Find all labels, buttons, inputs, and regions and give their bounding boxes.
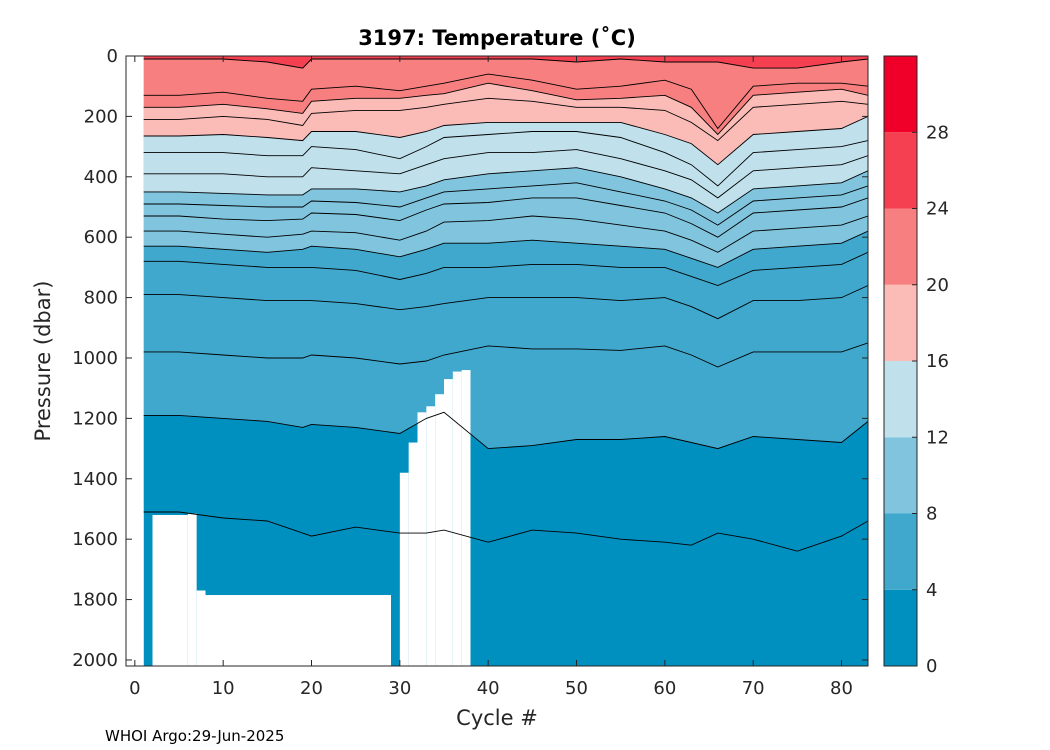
- colorbar-band: [884, 284, 917, 361]
- gap-cycle-6: [187, 513, 197, 666]
- y-tick-label: 600: [84, 227, 118, 248]
- y-tick-label: 1400: [72, 469, 118, 490]
- band-9-10: [143, 197, 868, 253]
- band-6-7: [143, 252, 868, 319]
- isotherm-16: [143, 115, 868, 166]
- isotherm-18: [143, 97, 868, 142]
- plot-area: [126, 56, 868, 666]
- y-tick-label: 800: [84, 288, 118, 309]
- y-axis-label: Pressure (dbar): [31, 281, 55, 442]
- colorbar-band: [884, 132, 917, 209]
- band-13-14: [143, 131, 868, 198]
- colorbar-tick-label: 16: [926, 351, 949, 372]
- band-5-6: [143, 285, 868, 367]
- colorbar-tick-label: 4: [926, 580, 937, 601]
- gap-cycle-35: [444, 379, 453, 666]
- y-tick-label: 200: [84, 106, 118, 127]
- isotherm-4: [143, 411, 868, 450]
- chart-title: 3197: Temperature (˚C): [358, 26, 636, 50]
- gap-cycle-8: [205, 595, 391, 666]
- y-tick-label: 1200: [72, 408, 118, 429]
- colorbar-tick-label: 20: [926, 275, 949, 296]
- gap-cycle-37: [461, 370, 471, 666]
- y-tick-label: 400: [84, 167, 118, 188]
- gap-cycle-32: [417, 412, 427, 666]
- isotherm-14: [143, 131, 868, 187]
- band-11-12: [143, 167, 868, 226]
- colorbar-band: [884, 56, 917, 133]
- gap-cycle-34: [435, 394, 444, 666]
- gap-cycle-7: [196, 590, 206, 666]
- isotherm-20: [143, 82, 868, 136]
- isotherm-8: [143, 230, 868, 268]
- gap-cycle-33: [426, 406, 436, 666]
- x-tick-label: 40: [477, 678, 500, 699]
- band-14-16: [143, 116, 868, 186]
- colorbar-tick-label: 8: [926, 504, 937, 525]
- isotherm-22: [143, 73, 868, 130]
- isotherm-7: [143, 251, 868, 286]
- colorbar-band: [884, 361, 917, 438]
- y-tick-label: 0: [107, 46, 118, 67]
- x-axis: 0 10 20 30 40 50 60 70 80: [129, 56, 853, 699]
- x-tick-label: 20: [300, 678, 323, 699]
- isotherm-lines: [143, 58, 868, 552]
- band-3-4: [143, 412, 868, 552]
- x-tick-label: 10: [212, 678, 235, 699]
- y-axis: 0 200 400 600 800 1000 1200 1400 1600 1800 2000: [72, 46, 868, 671]
- band-10-11: [143, 182, 868, 238]
- x-tick-label: 80: [830, 678, 853, 699]
- temperature-bands: [143, 56, 868, 666]
- isotherm-9: [143, 215, 868, 253]
- isotherm-12: [143, 167, 868, 214]
- colorbar-band: [884, 437, 917, 514]
- band-7-8: [143, 231, 868, 286]
- gap-cycle-36: [452, 371, 462, 666]
- gap-cycle-31: [408, 442, 418, 666]
- isotherm-13: [143, 149, 868, 199]
- x-tick-label: 70: [742, 678, 765, 699]
- y-tick-label: 2000: [72, 650, 118, 671]
- colorbar-band: [884, 589, 917, 666]
- gap-cycle-30: [399, 472, 409, 666]
- colorbar-tick-label: 0: [926, 656, 937, 677]
- footer-credit: WHOI Argo:29-Jun-2025: [105, 727, 284, 745]
- gap-left: [126, 56, 144, 666]
- band-4-5: [143, 342, 868, 449]
- band-surface: [143, 56, 868, 69]
- band-16-18: [143, 98, 868, 165]
- x-tick-label: 60: [653, 678, 676, 699]
- gap-cycle-2: [152, 515, 188, 666]
- y-tick-label: 1000: [72, 348, 118, 369]
- colorbar-tick-label: 24: [926, 199, 949, 220]
- missing-data-regions: [126, 56, 471, 666]
- isotherm-5: [143, 342, 868, 368]
- colorbar-tick-label: 12: [926, 427, 949, 448]
- isotherm-10: [143, 197, 868, 238]
- x-axis-label: Cycle #: [456, 706, 538, 730]
- colorbar-band: [884, 513, 917, 590]
- x-tick-label: 0: [129, 678, 140, 699]
- colorbar-tick-label: 28: [926, 122, 949, 143]
- isotherm-11: [143, 182, 868, 226]
- plot-frame: [125, 55, 869, 667]
- y-tick-label: 1600: [72, 529, 118, 550]
- x-tick-label: 30: [388, 678, 411, 699]
- isotherm-6: [143, 285, 868, 320]
- isotherm-3: [143, 511, 868, 552]
- band-22-24: [143, 59, 868, 129]
- band-12-13: [143, 149, 868, 213]
- y-tick-label: 1800: [72, 590, 118, 611]
- colorbar: 0 4 8 12 16 20 24 28: [883, 55, 949, 677]
- x-tick-label: 50: [565, 678, 588, 699]
- band-20-22: [143, 74, 868, 135]
- colorbar-band: [884, 208, 917, 285]
